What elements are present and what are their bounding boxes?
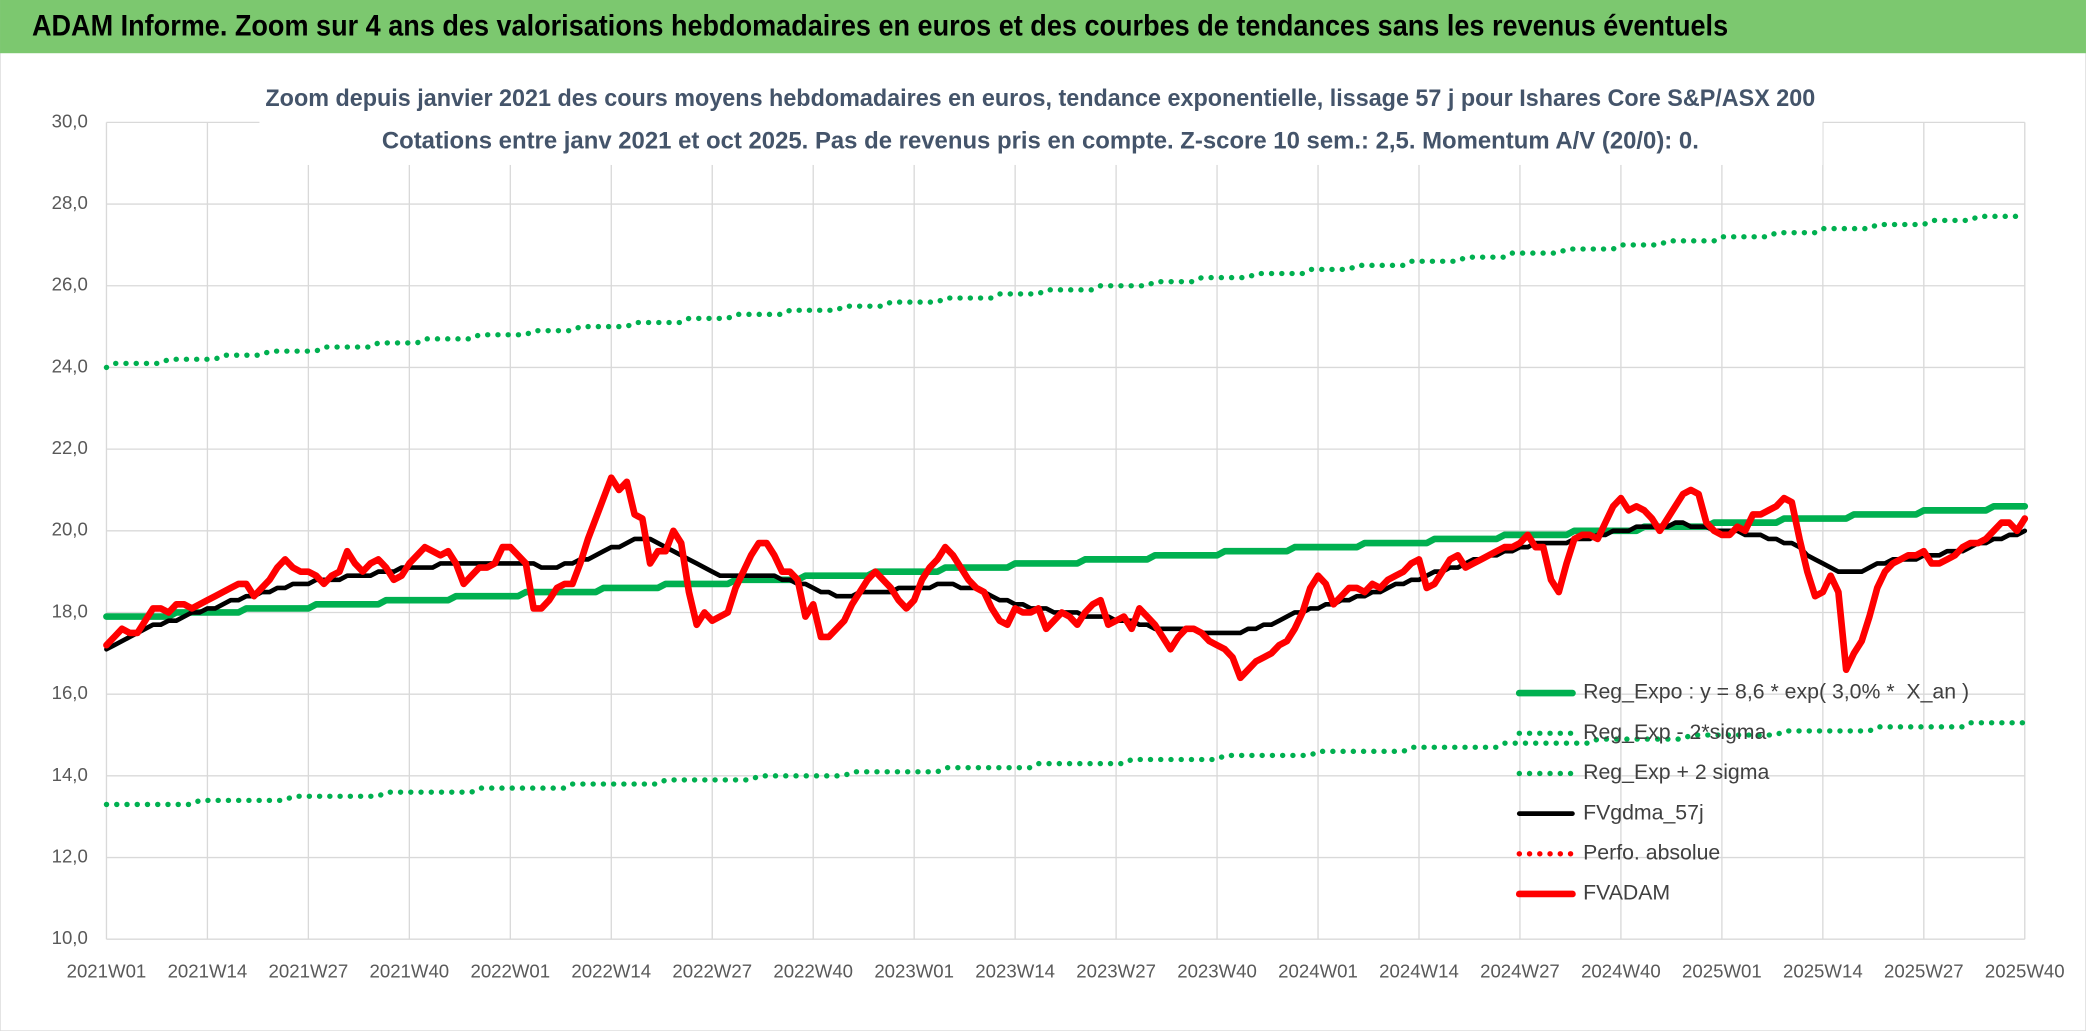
legend-label: FVgdma_57j: [1583, 800, 1704, 824]
x-tick-label: 2022W14: [571, 960, 651, 981]
x-tick-label: 2025W27: [1884, 960, 1964, 981]
chart-subtitle: Cotations entre janv 2021 et oct 2025. P…: [382, 128, 1699, 155]
y-tick-label: 14,0: [52, 764, 88, 785]
y-tick-label: 18,0: [52, 600, 88, 621]
x-tick-label: 2024W27: [1480, 960, 1560, 981]
header-bar: [0, 0, 2086, 54]
x-tick-label: 2023W01: [874, 960, 954, 981]
x-tick-label: 2021W01: [67, 960, 147, 981]
legend: Reg_Expo : y = 8,6 * exp( 3,0% * X_an ) R…: [1515, 680, 1969, 905]
y-tick-label: 10,0: [52, 927, 88, 948]
y-tick-label: 26,0: [52, 274, 88, 295]
x-tick-label: 2021W40: [370, 960, 450, 981]
series-line: [103, 213, 2028, 371]
x-tick-label: 2021W27: [269, 960, 349, 981]
y-tick-label: 30,0: [52, 110, 88, 131]
chart-title: Zoom depuis janvier 2021 des cours moyen…: [265, 85, 1815, 112]
y-tick-label: 22,0: [52, 437, 88, 458]
legend-label: Perfo. absolue: [1583, 840, 1720, 864]
y-tick-label: 20,0: [52, 519, 88, 540]
x-tick-label: 2023W14: [975, 960, 1055, 981]
header-title: ADAM Informe. Zoom sur 4 ans des valoris…: [32, 11, 1728, 43]
plot-area: 10,0 12,0 14,0 16,0 18,0 20,0 22,0 24,0 26,0 28,0…: [52, 110, 2065, 981]
x-tick-label: 2024W01: [1278, 960, 1358, 981]
x-tick-label: 2022W27: [672, 960, 752, 981]
title-background: [259, 77, 1823, 165]
x-tick-label: 2022W01: [470, 960, 550, 981]
x-tick-label: 2023W27: [1076, 960, 1156, 981]
legend-label: Reg_Exp + 2 sigma: [1583, 760, 1769, 784]
x-tick-label: 2022W40: [773, 960, 853, 981]
legend-label: FVADAM: [1583, 881, 1670, 905]
x-tick-label: 2025W01: [1682, 960, 1762, 981]
y-tick-label: 24,0: [52, 355, 88, 376]
x-tick-label: 2023W40: [1177, 960, 1257, 981]
series-line: [103, 474, 2029, 682]
y-tick-label: 12,0: [52, 845, 88, 866]
x-tick-label: 2025W14: [1783, 960, 1863, 981]
legend-label: Reg_Exp - 2*sigma: [1583, 720, 1766, 744]
x-tick-label: 2025W40: [1985, 960, 2065, 981]
x-tick-label: 2024W14: [1379, 960, 1459, 981]
x-tick-label: 2021W14: [168, 960, 248, 981]
x-tick-label: 2024W40: [1581, 960, 1661, 981]
y-tick-label: 28,0: [52, 192, 88, 213]
y-tick-label: 16,0: [52, 682, 88, 703]
legend-label: Reg_Expo : y = 8,6 * exp( 3,0% * X_an ): [1583, 680, 1969, 704]
